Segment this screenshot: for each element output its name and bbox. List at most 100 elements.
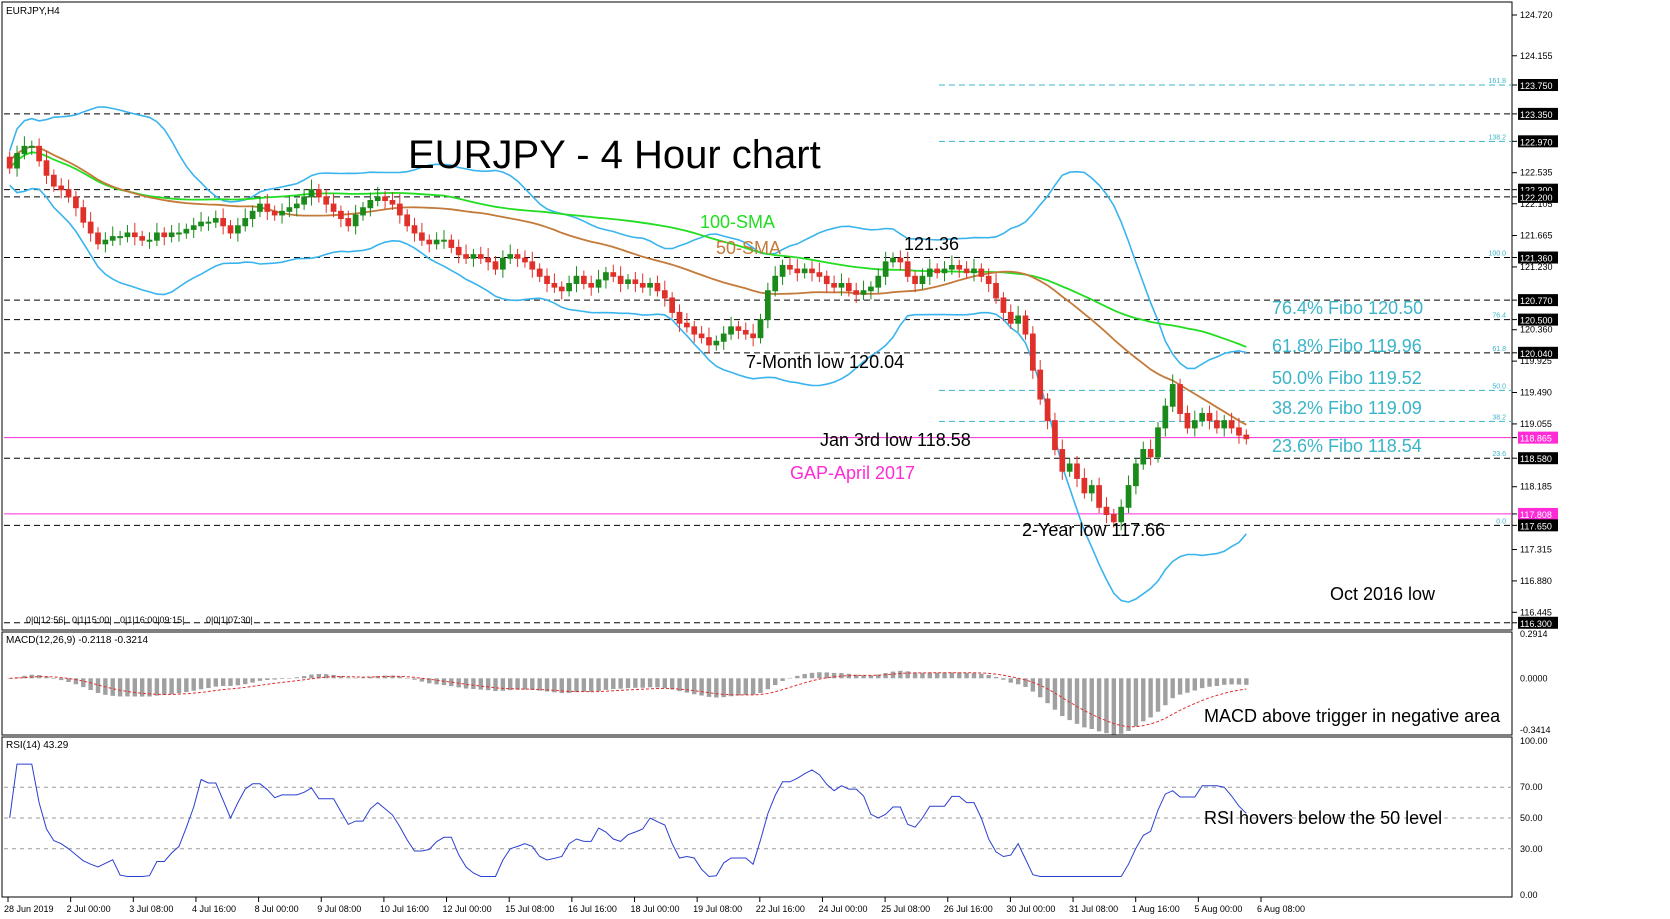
macd-bar-162 (1199, 678, 1205, 689)
candle-body-148 (1096, 485, 1102, 508)
candle-body-97 (720, 333, 727, 342)
candle-body-86 (639, 283, 646, 288)
fib-ratio-10: 38.2 (1492, 414, 1506, 421)
candle-body-106 (787, 264, 793, 270)
candle-body-62 (463, 254, 469, 259)
price-tick-label-24: 117.315 (1520, 545, 1552, 555)
time-tick-label-5: 9 Jul 08:00 (317, 904, 361, 914)
candle-body-79 (588, 283, 595, 288)
candle-body-161 (1191, 420, 1198, 429)
macd-bar-4 (36, 675, 42, 679)
sma50-line (9, 145, 1247, 426)
macd-bar-49 (368, 676, 373, 679)
macd-bar-156 (1155, 678, 1161, 712)
macd-bar-22 (169, 678, 174, 695)
candle-body-104 (772, 275, 779, 292)
candle-body-13 (102, 239, 109, 245)
macd-bar-91 (677, 678, 682, 692)
macd-bar-46 (346, 677, 351, 679)
rsi-tick-label-3: 30.00 (1520, 844, 1543, 854)
candle-body-147 (1088, 485, 1095, 494)
candle-body-125 (926, 268, 933, 277)
macd-bar-24 (184, 678, 189, 693)
candle-body-157 (1162, 405, 1169, 429)
candle-body-52 (389, 200, 396, 205)
candle-body-75 (558, 286, 565, 292)
macd-bar-139 (1030, 678, 1036, 692)
candle-body-124 (919, 275, 926, 285)
macd-bar-159 (1177, 678, 1183, 695)
candle-body-111 (823, 275, 830, 285)
macd-bar-134 (993, 677, 999, 679)
candle-body-131 (971, 268, 977, 274)
macd-bar-102 (758, 678, 763, 693)
candle-body-85 (632, 279, 639, 285)
macd-bar-121 (898, 670, 903, 679)
candle-body-160 (1184, 412, 1191, 429)
fib-ratio-7: 76.4 (1492, 313, 1506, 320)
rsi-tick-label-2: 50.00 (1520, 813, 1543, 823)
candle-body-152 (1125, 485, 1132, 508)
candle-body-47 (352, 214, 359, 227)
low-7month-label: 7-Month low 120.04 (746, 352, 904, 372)
macd-bar-28 (213, 678, 218, 687)
price-level-box-12 (1518, 294, 1558, 307)
candle-body-122 (904, 261, 911, 277)
candle-body-46 (345, 218, 352, 227)
price-level-label-15: 120.040 (1520, 349, 1553, 359)
price-level-box-23 (1518, 519, 1558, 532)
price-level-box-22 (1518, 507, 1558, 520)
fib-382-label: 38.2% Fibo 119.09 (1272, 398, 1422, 418)
macd-bar-71 (530, 678, 535, 690)
macd-bar-129 (957, 672, 962, 679)
candle-body-72 (536, 268, 543, 277)
candle-body-82 (610, 272, 617, 277)
macd-bar-42 (316, 674, 322, 679)
macd-bar-96 (714, 678, 719, 698)
macd-bar-104 (773, 678, 778, 686)
jan3-label: Jan 3rd low 118.58 (820, 430, 971, 450)
macd-bar-65 (485, 678, 491, 691)
rsi-header: RSI(14) 43.29 (6, 740, 69, 751)
macd-bar-99 (736, 678, 741, 696)
candle-body-17 (131, 232, 138, 238)
candle-body-90 (669, 297, 676, 313)
time-tick-label-0: 28 Jun 2019 (4, 904, 54, 914)
price-level-box-7 (1518, 190, 1558, 203)
macd-bar-7 (58, 678, 64, 681)
macd-bar-154 (1141, 678, 1146, 722)
macd-bar-6 (51, 678, 57, 679)
candle-body-65 (485, 257, 491, 263)
candle-body-137 (1015, 315, 1021, 324)
macd-tick-label-2: -0.3414 (1520, 725, 1551, 735)
time-tick-label-2: 3 Jul 08:00 (129, 904, 173, 914)
macd-bar-45 (338, 676, 344, 679)
macd-bar-117 (868, 675, 874, 679)
macd-bar-155 (1148, 678, 1153, 718)
candle-body-105 (779, 264, 786, 277)
candle-body-154 (1140, 449, 1147, 465)
candle-body-74 (551, 283, 558, 288)
macd-bar-20 (154, 678, 160, 696)
time-tick-label-17: 31 Jul 08:00 (1069, 904, 1118, 914)
macd-bar-83 (618, 678, 623, 689)
candle-body-68 (507, 254, 514, 259)
price-tick-label-26: 116.445 (1520, 607, 1552, 617)
price-tick-label-18: 119.055 (1520, 419, 1552, 429)
time-tick-label-9: 16 Jul 16:00 (568, 904, 617, 914)
candle-body-120 (890, 257, 896, 263)
candle-body-114 (845, 283, 852, 292)
macd-bar-135 (1001, 678, 1006, 680)
macd-bar-163 (1207, 678, 1212, 687)
candle-body-128 (949, 264, 955, 270)
macd-bar-82 (611, 678, 616, 689)
candle-body-25 (190, 225, 197, 230)
candle-body-166 (1228, 420, 1235, 429)
price-tick-label-11: 121.230 (1520, 262, 1553, 272)
price-tick-label-25: 116.880 (1520, 576, 1552, 586)
time-tick-label-8: 15 Jul 08:00 (505, 904, 554, 914)
macd-bar-12 (95, 678, 101, 693)
macd-bar-32 (243, 678, 248, 685)
price-tick-label-17: 119.490 (1520, 388, 1552, 398)
